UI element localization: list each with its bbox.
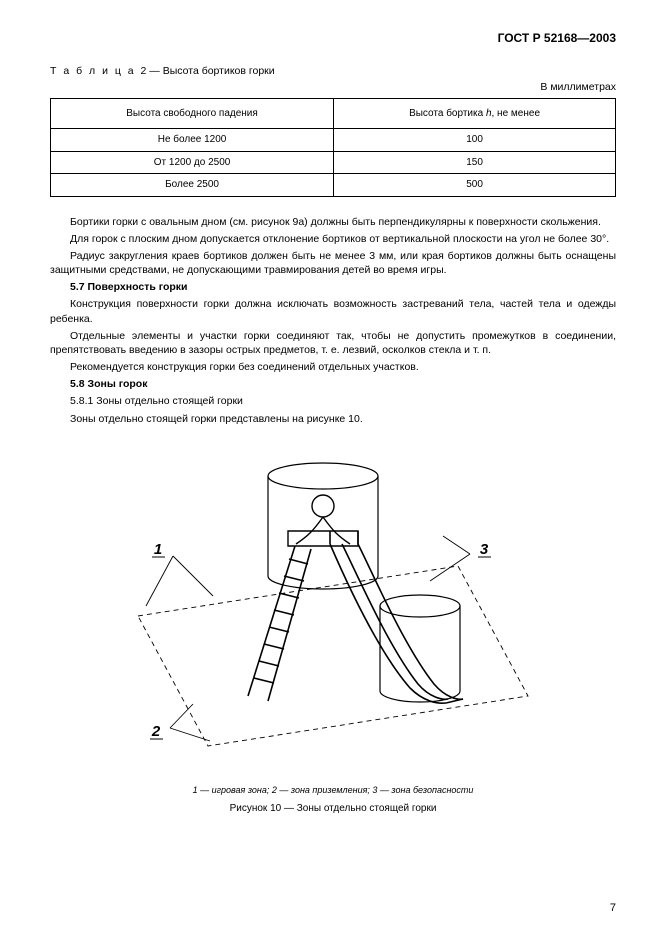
figure-10: 1 2 3 1 — игровая зона; 2 — зона приземл… (50, 436, 616, 816)
table-row: Более 2500 500 (51, 174, 616, 197)
section-heading-57: 5.7 Поверхность горки (50, 280, 616, 294)
table-title-spaced: Т а б л и ц а (50, 65, 136, 77)
table-row: От 1200 до 2500 150 (51, 151, 616, 174)
cell: Более 2500 (51, 174, 334, 197)
col-header-2: Высота бортика h, не менее (334, 98, 616, 129)
table-head: Высота свободного падения Высота бортика… (51, 98, 616, 129)
table-body: Не более 1200 100 От 1200 до 2500 150 Бо… (51, 129, 616, 197)
figure-label-1: 1 (154, 541, 162, 558)
figure-caption: Рисунок 10 — Зоны отдельно стоящей горки (50, 802, 616, 816)
page-root: ГОСТ Р 52168—2003 Т а б л и ц а 2 — Высо… (0, 0, 661, 936)
cell: 150 (334, 151, 616, 174)
section-heading-58: 5.8 Зоны горок (50, 377, 616, 391)
cell: От 1200 до 2500 (51, 151, 334, 174)
cell: Не более 1200 (51, 129, 334, 152)
figure-label-2: 2 (151, 723, 161, 740)
table-row: Не более 1200 100 (51, 129, 616, 152)
cell: 500 (334, 174, 616, 197)
paragraph: Зоны отдельно стоящей горки представлены… (50, 412, 616, 426)
col-header-1: Высота свободного падения (51, 98, 334, 129)
paragraph: Отдельные элементы и участки горки соеди… (50, 329, 616, 357)
doc-id-header: ГОСТ Р 52168—2003 (50, 30, 616, 46)
cell: 100 (334, 129, 616, 152)
table-title: Т а б л и ц а 2 — Высота бортиков горки (50, 64, 616, 78)
paragraph: Радиус закругления краев бортиков должен… (50, 249, 616, 277)
col-header-2-text: Высота бортика h, не менее (409, 108, 540, 119)
paragraph: Бортики горки с овальным дном (см. рисун… (50, 215, 616, 229)
figure-svg: 1 2 3 (98, 436, 568, 776)
figure-label-3: 3 (480, 541, 489, 558)
table-header-row: Высота свободного падения Высота бортика… (51, 98, 616, 129)
table-unit: В миллиметрах (50, 80, 616, 94)
page-number: 7 (610, 901, 616, 916)
paragraph: 5.8.1 Зоны отдельно стоящей горки (50, 394, 616, 408)
paragraph: Рекомендуется конструкция горки без соед… (50, 360, 616, 374)
table-title-rest: 2 — Высота бортиков горки (141, 65, 275, 77)
figure-legend: 1 — игровая зона; 2 — зона приземления; … (50, 784, 616, 796)
paragraph: Для горок с плоским дном допускается отк… (50, 232, 616, 246)
paragraph: Конструкция поверхности горки должна иск… (50, 297, 616, 325)
data-table: Высота свободного падения Высота бортика… (50, 98, 616, 197)
